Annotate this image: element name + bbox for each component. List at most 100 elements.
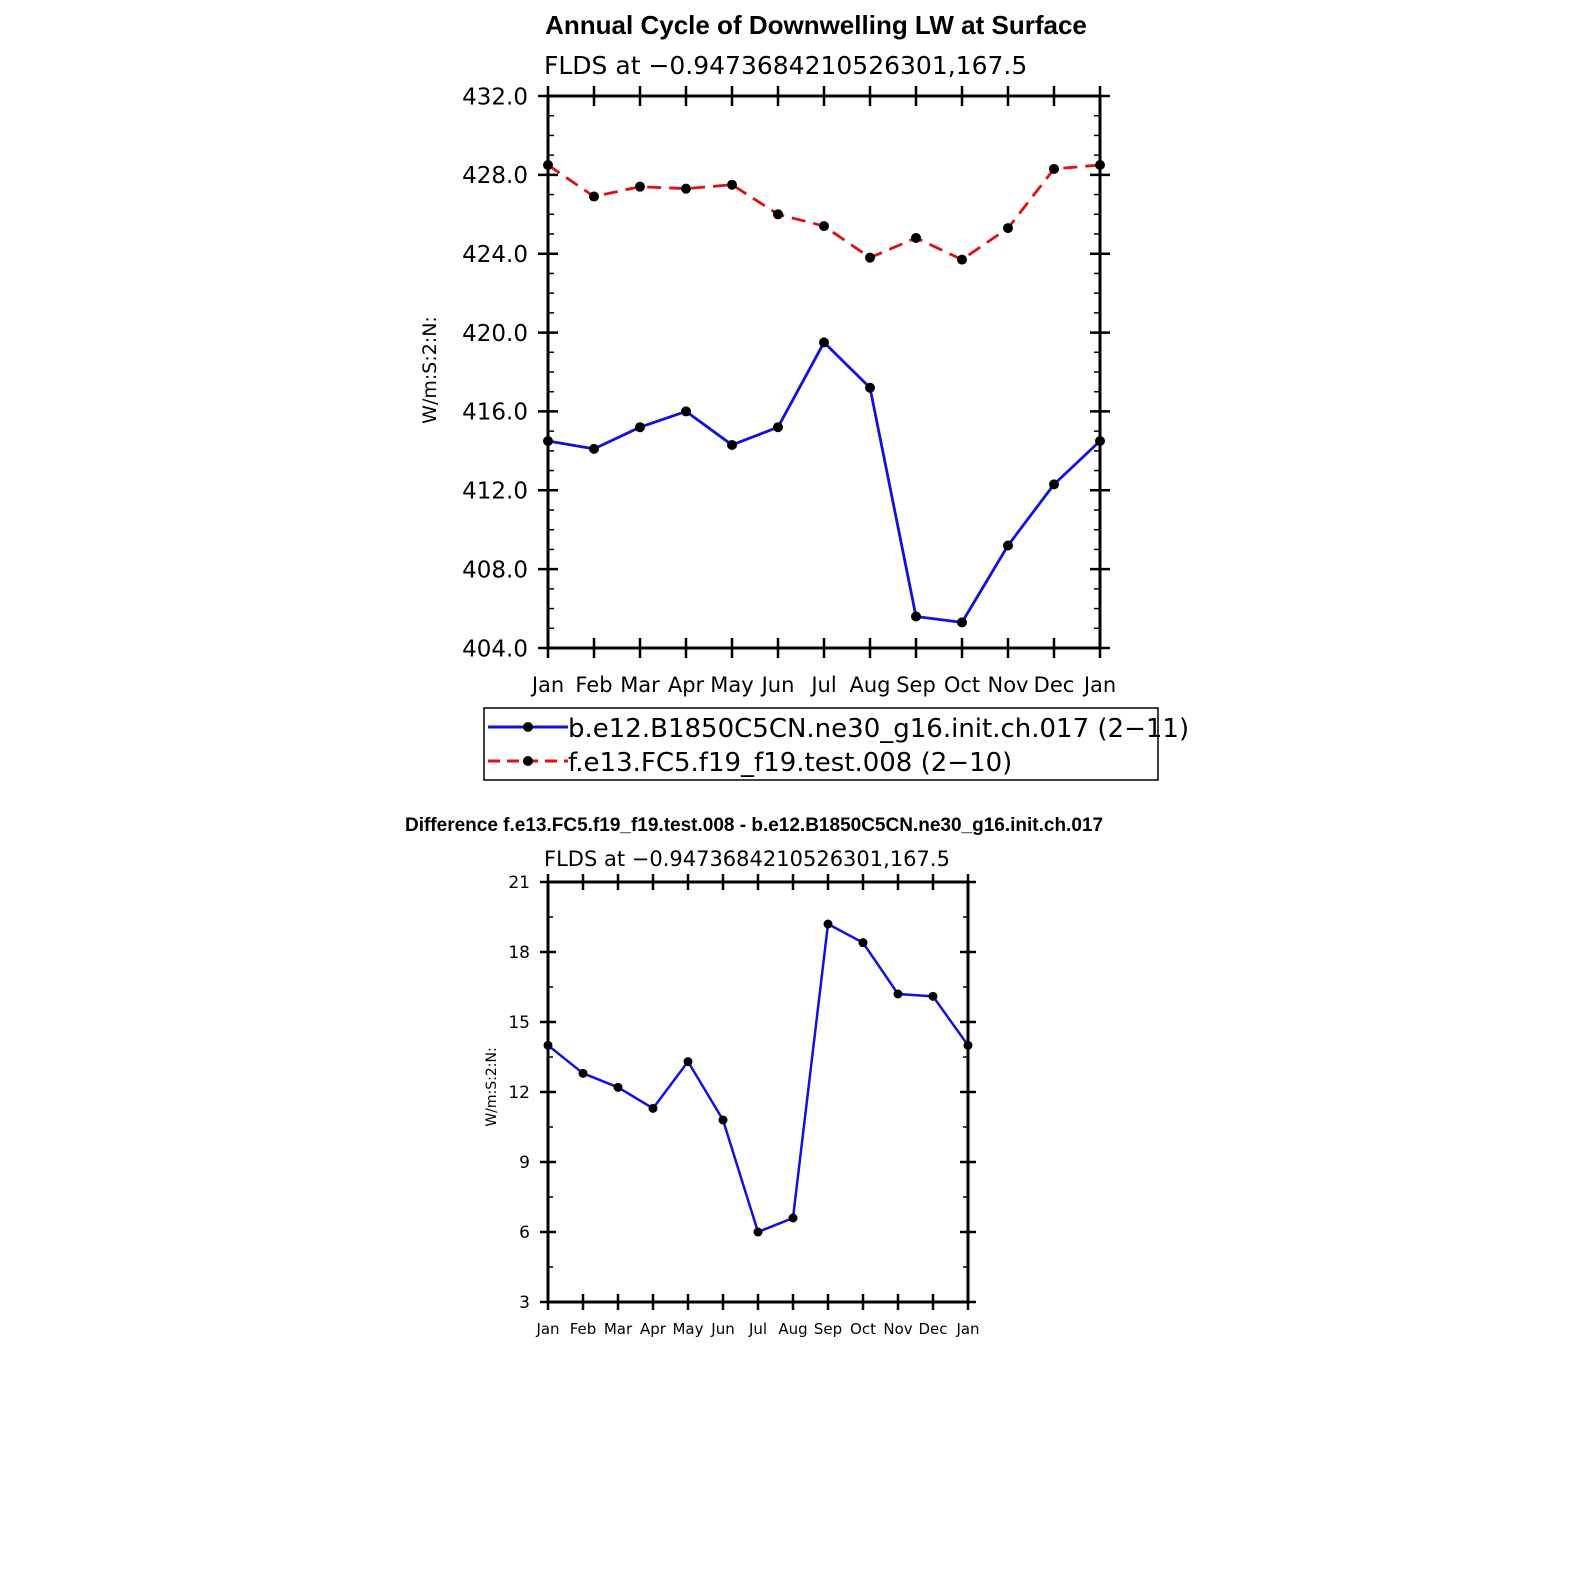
diff-y-tick-labels: 3 6 9 12 15 18 21 — [508, 873, 530, 1313]
series-1-point — [635, 181, 645, 192]
y-tick-label: 3 — [519, 1293, 530, 1313]
series-0-point — [648, 1103, 658, 1113]
x-tick-label: May — [672, 1320, 703, 1338]
series-line-0 — [547, 341, 1101, 624]
y-tick-label: 428.0 — [462, 163, 528, 189]
series-1-point — [727, 179, 737, 190]
series-0-point — [718, 1115, 728, 1125]
series-0-point — [865, 382, 875, 393]
series-1-point — [957, 254, 967, 265]
chart-title: Annual Cycle of Downwelling LW at Surfac… — [545, 10, 1087, 40]
y-tick-label: 432.0 — [462, 84, 528, 110]
series-0-point — [681, 406, 691, 417]
y-tick-label: 9 — [519, 1153, 530, 1173]
series-0-point — [911, 611, 921, 622]
series-1-point — [865, 252, 875, 263]
series-0-point — [788, 1213, 798, 1223]
diff-y-axis-label: W/m:S:2:N: — [484, 1047, 500, 1126]
y-tick-label: 424.0 — [462, 242, 528, 268]
x-tick-label: Jun — [710, 1320, 734, 1338]
x-tick-label: Dec — [918, 1320, 947, 1338]
series-0-point — [753, 1227, 763, 1237]
series-0-point — [578, 1068, 588, 1078]
series-1-point — [543, 160, 553, 170]
plot-frame — [538, 86, 1110, 658]
series-0-point — [543, 436, 553, 446]
y-tick-label: 412.0 — [462, 479, 528, 505]
x-tick-label: Aug — [778, 1320, 807, 1338]
y-tick-label: 408.0 — [462, 557, 528, 583]
difference-chart: Difference f.e13.FC5.f19_f19.test.008 - … — [405, 815, 1103, 1338]
y-tick-label: 15 — [508, 1013, 530, 1033]
legend-marker-blue — [523, 722, 533, 732]
x-tick-label: Jan — [535, 1320, 559, 1338]
series-0-point — [823, 919, 833, 929]
series-0-point — [589, 443, 599, 454]
x-tick-labels: Jan Feb Mar Apr May Jun Jul Aug Sep Oct Nov Dec Jan — [530, 673, 1116, 697]
legend-label-red: f.e13.FC5.f19_f19.test.008 (2−10) — [568, 748, 1012, 778]
series-line-0 — [547, 922, 970, 1234]
y-tick-label: 416.0 — [462, 400, 528, 426]
series-0-point — [1003, 540, 1013, 551]
series-1-point — [681, 183, 691, 194]
legend: b.e12.B1850C5CN.ne30_g16.init.ch.017 (2−… — [483, 707, 1189, 781]
series-1-point — [1003, 223, 1013, 234]
x-tick-label: Feb — [575, 673, 612, 697]
series-line-1 — [547, 163, 1101, 262]
series-1-point — [589, 191, 599, 202]
series-1-point — [1095, 160, 1105, 170]
y-tick-label: 6 — [519, 1223, 530, 1243]
x-tick-label: Dec — [1034, 673, 1075, 697]
x-tick-label: Sep — [896, 673, 936, 697]
diff-x-tick-labels: Jan Feb Mar Apr May Jun Jul Aug Sep Oct Nov Dec Jan — [535, 1320, 979, 1338]
legend-box — [483, 707, 1159, 781]
series-0-point — [613, 1082, 623, 1092]
y-tick-label: 404.0 — [462, 636, 528, 662]
series-0-point — [543, 1040, 553, 1050]
diff-plot-frame — [540, 874, 976, 1310]
series-1-point — [911, 232, 921, 243]
legend-marker-red — [523, 756, 533, 766]
series-0-point — [963, 1040, 973, 1050]
diff-series-lines — [543, 919, 973, 1237]
x-tick-label: Apr — [640, 1320, 667, 1338]
series-0-point — [635, 422, 645, 433]
x-tick-label: Oct — [850, 1320, 876, 1338]
x-tick-label: Jul — [809, 673, 836, 697]
diff-chart-title: Difference f.e13.FC5.f19_f19.test.008 - … — [405, 815, 1103, 836]
x-tick-label: Jan — [955, 1320, 979, 1338]
x-tick-label: Nov — [988, 673, 1029, 697]
series-0-point — [957, 617, 967, 628]
y-axis-label: W/m:S:2:N: — [419, 316, 441, 424]
x-tick-label: Mar — [604, 1320, 633, 1338]
annual-cycle-chart: Annual Cycle of Downwelling LW at Surfac… — [419, 10, 1189, 781]
x-tick-label: Nov — [883, 1320, 912, 1338]
y-tick-labels: 404.0 408.0 412.0 416.0 420.0 424.0 428.0 432.0 — [462, 84, 528, 662]
plot-border — [546, 880, 970, 1304]
x-tick-label: May — [710, 673, 753, 697]
series-1-point — [773, 209, 783, 220]
series-0-point — [858, 938, 868, 948]
x-tick-label: Jan — [1082, 673, 1116, 697]
series-0-point — [773, 422, 783, 433]
x-tick-label: Oct — [944, 673, 980, 697]
x-tick-label: Jan — [530, 673, 564, 697]
x-tick-label: Aug — [849, 673, 890, 697]
series-0-point — [1095, 436, 1105, 446]
x-tick-label: Feb — [570, 1320, 597, 1338]
legend-label-blue: b.e12.B1850C5CN.ne30_g16.init.ch.017 (2−… — [568, 714, 1189, 744]
chart-subtitle: FLDS at −0.9473684210526301,167.5 — [544, 51, 1027, 80]
series-0-point — [683, 1057, 693, 1067]
y-tick-label: 420.0 — [462, 321, 528, 347]
y-tick-label: 12 — [508, 1083, 530, 1103]
plot-border — [546, 94, 1102, 650]
series-1-point — [819, 221, 829, 232]
series-0-point — [819, 337, 829, 348]
x-tick-label: Apr — [668, 673, 705, 697]
x-tick-label: Jul — [748, 1320, 767, 1338]
series-0-point — [893, 989, 903, 999]
x-tick-label: Jun — [760, 673, 795, 697]
series-0-point — [727, 439, 737, 450]
series-0-point — [1049, 479, 1059, 490]
